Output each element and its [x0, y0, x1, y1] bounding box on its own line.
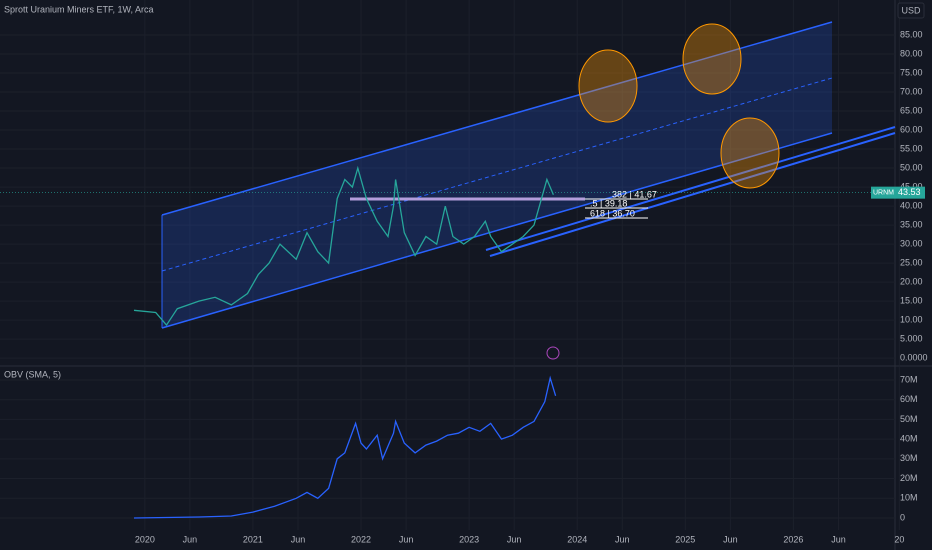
y-tick-label: 50.00 [900, 162, 923, 172]
event-icon[interactable] [546, 346, 560, 360]
currency-box[interactable] [897, 2, 925, 19]
y-tick-label: 55.00 [900, 143, 923, 153]
y-tick-label: 20.00 [900, 276, 923, 286]
y-tick-label: 10.00 [900, 315, 923, 325]
trend-line [489, 132, 896, 257]
ticker-label: URNM [873, 189, 894, 196]
trend-line [485, 126, 896, 251]
indicator-title: OBV (SMA, 5) [4, 369, 61, 379]
y-tick-label: 60.00 [900, 124, 923, 134]
highlight-circle [578, 49, 638, 123]
channel-lower [161, 132, 833, 329]
y-tick-label: 60M [900, 394, 918, 404]
x-tick-label: 20 [894, 534, 904, 544]
y-tick-label: 0 [900, 512, 905, 522]
last-price-value: 43.53 [898, 187, 921, 197]
x-tick-label: 2026 [783, 534, 803, 544]
last-price-box [871, 186, 895, 199]
fib-label: 382 | 41.67 [612, 189, 657, 199]
y-tick-label: 75.00 [900, 67, 923, 77]
x-tick-label: Jun [183, 534, 198, 544]
chart-title: Sprott Uranium Miners ETF, 1W, Arca [4, 4, 154, 14]
series-line [133, 165, 554, 327]
x-tick-label: Jun [723, 534, 738, 544]
x-tick-label: 2025 [675, 534, 695, 544]
highlight-circle [682, 23, 742, 95]
y-tick-label: 5.000 [900, 334, 923, 344]
y-tick-label: 70M [900, 374, 918, 384]
x-tick-label: 2021 [243, 534, 263, 544]
y-tick-label: 35.00 [900, 219, 923, 229]
y-tick-label: 25.00 [900, 257, 923, 267]
fib-label: .5 | 39.18 [590, 198, 627, 208]
currency: USD [901, 5, 921, 15]
x-tick-label: 2023 [459, 534, 479, 544]
y-tick-label: 40.00 [900, 200, 923, 210]
y-tick-label: 70.00 [900, 86, 923, 96]
y-tick-label: 30M [900, 453, 918, 463]
channel-upper [161, 21, 833, 216]
last-price-tag [895, 186, 925, 199]
y-tick-label: 50M [900, 414, 918, 424]
x-tick-label: 2024 [567, 534, 587, 544]
x-tick-label: Jun [507, 534, 522, 544]
series-line [133, 375, 557, 519]
y-tick-label: 65.00 [900, 105, 923, 115]
y-tick-label: 45.00 [900, 181, 923, 191]
x-tick-label: Jun [831, 534, 846, 544]
fib-label: 618 | 36.70 [590, 208, 635, 218]
x-tick-label: 2022 [351, 534, 371, 544]
channel-mid [161, 77, 833, 272]
y-tick-label: 20M [900, 473, 918, 483]
y-tick-label: 30.00 [900, 238, 923, 248]
y-tick-label: 80.00 [900, 48, 923, 58]
x-tick-label: Jun [291, 534, 306, 544]
x-tick-label: Jun [615, 534, 630, 544]
y-tick-label: 85.00 [900, 29, 923, 39]
y-tick-label: 15.00 [900, 296, 923, 306]
x-tick-label: Jun [399, 534, 414, 544]
y-tick-label: 40M [900, 434, 918, 444]
y-tick-label: 0.0000 [900, 353, 928, 363]
highlight-circle [720, 117, 780, 189]
y-tick-label: 10M [900, 493, 918, 503]
x-tick-label: 2020 [135, 534, 155, 544]
